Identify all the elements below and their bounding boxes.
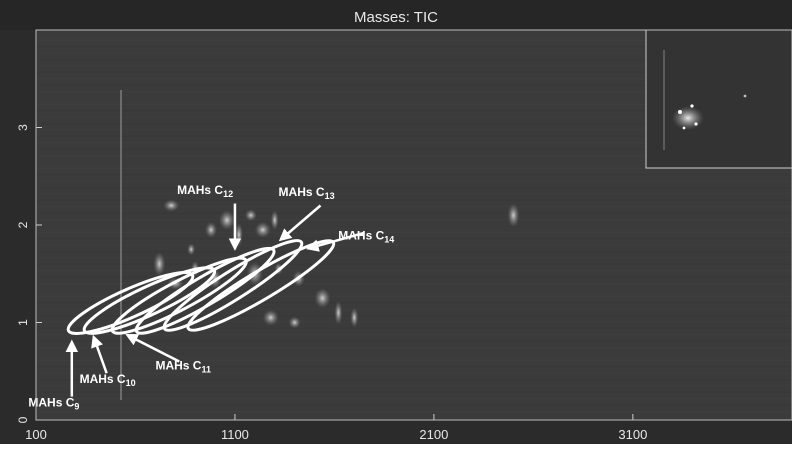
y-axis: 0 1 2 3 <box>16 124 42 423</box>
inset-spot <box>694 122 698 126</box>
signal-blob <box>218 210 235 231</box>
signal-blob <box>350 307 359 328</box>
annotation-label: MAHs C9 <box>28 395 79 411</box>
signal-blob <box>507 203 520 228</box>
annotation-label: MAHs C14 <box>338 229 394 245</box>
y-tick-label: 3 <box>16 124 30 131</box>
y-tick-label: 2 <box>16 221 30 228</box>
signal-blob <box>262 309 279 326</box>
signal-blob <box>187 243 196 256</box>
y-tick-label: 0 <box>16 416 30 423</box>
inset-spot <box>743 94 747 98</box>
annotation-arrow <box>125 334 180 363</box>
y-tick-label: 1 <box>16 319 30 326</box>
title-bar <box>0 0 792 30</box>
inset-frame <box>645 29 792 169</box>
elution-ellipse <box>66 271 195 335</box>
signal-blob <box>153 252 166 276</box>
signal-blob <box>205 221 218 238</box>
x-tick-label: 100 <box>25 427 47 442</box>
x-tick-label: 3100 <box>618 427 647 442</box>
inset-spot <box>690 104 694 108</box>
signal-blob <box>334 300 343 325</box>
signal-blob <box>288 316 301 329</box>
signal-blob <box>163 199 180 212</box>
signal-blob <box>244 209 257 222</box>
inset-spot <box>678 110 682 114</box>
inset-cluster <box>672 106 704 130</box>
inset-spot <box>682 126 686 130</box>
annotation-arrow <box>91 334 108 374</box>
chart-title: Masses: TIC <box>354 9 438 26</box>
signal-blob <box>254 221 271 238</box>
annotation-label: MAHs C13 <box>279 185 335 201</box>
x-tick-label: 1100 <box>221 427 249 442</box>
plot-border <box>35 29 792 421</box>
annotation-label: MAHs C12 <box>177 183 233 199</box>
annotation-arrow <box>306 231 365 252</box>
elution-ellipse <box>162 239 304 332</box>
annotation-label: MAHs C10 <box>80 372 136 388</box>
x-tick-label: 2100 <box>419 427 448 442</box>
signal-blob <box>314 288 331 309</box>
inset-panel <box>645 29 792 169</box>
signal-blob <box>270 210 279 231</box>
annotation-arrow <box>278 204 322 242</box>
annotation-label: MAHs C11 <box>155 358 211 374</box>
